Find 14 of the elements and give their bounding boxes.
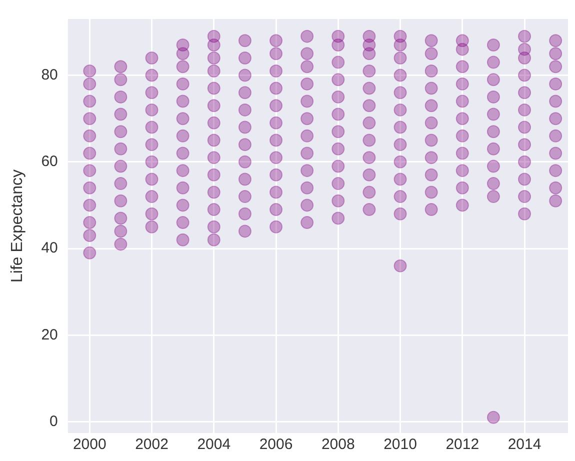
y-tick-label: 80 [41,66,58,84]
x-tick-label: 2008 [321,436,355,454]
y-tick-label: 40 [41,240,58,257]
x-tick-label: 2010 [384,436,417,454]
x-tick-label: 2012 [446,436,480,454]
x-tick-label: 2004 [197,436,231,454]
y-axis-title: Life Expectancy [9,170,26,282]
y-tick-label: 20 [41,326,58,344]
y-tick-label: 0 [50,412,58,430]
x-tick-label: 2000 [72,436,106,454]
x-tick-label: 2002 [135,436,168,454]
y-tick-label: 60 [41,153,58,170]
x-tick-label: 2014 [508,436,542,454]
x-tick-label: 2006 [259,436,293,454]
